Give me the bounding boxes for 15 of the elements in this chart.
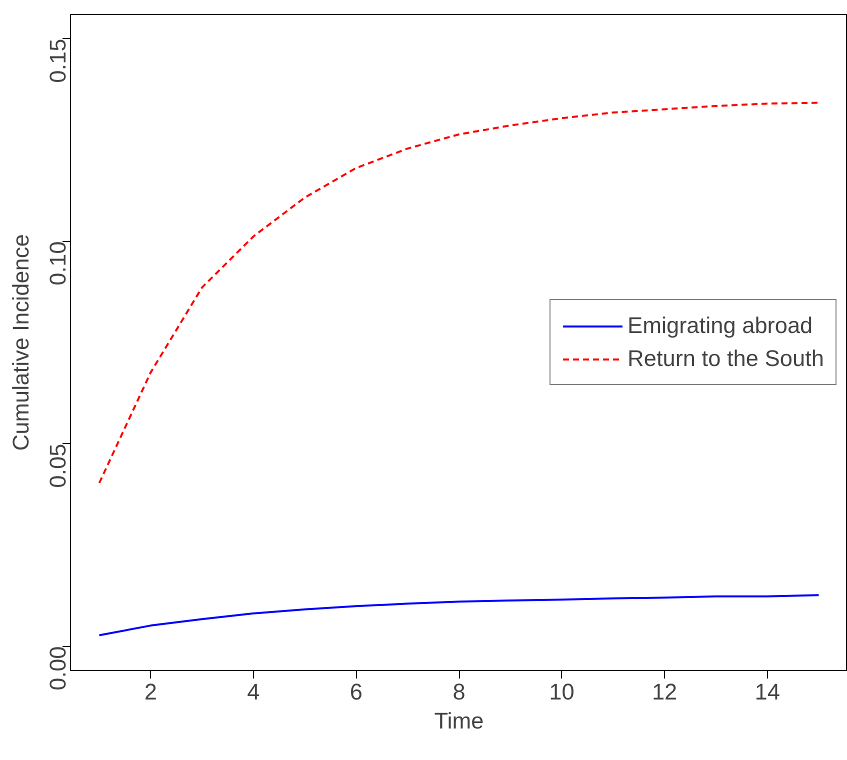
x-tick-label: 12 [652,678,678,704]
legend-label: Emigrating abroad [628,312,813,339]
y-tick-label: 0.10 [44,241,70,286]
x-tick-label: 8 [452,678,466,704]
y-axis-title: Cumulative Incidence [8,234,34,451]
x-tick-label: 6 [350,678,363,704]
x-tick-label: 4 [247,678,260,704]
legend-label: Return to the South [628,345,824,372]
x-tick-label: 14 [754,678,780,704]
y-tick-label: 0.15 [44,38,70,83]
x-axis-title: Time [434,708,484,734]
x-tick-label: 10 [549,678,574,704]
x-tick-label: 2 [144,678,157,704]
y-tick-label: 0.00 [44,646,70,690]
y-tick-label: 0.05 [44,444,70,488]
